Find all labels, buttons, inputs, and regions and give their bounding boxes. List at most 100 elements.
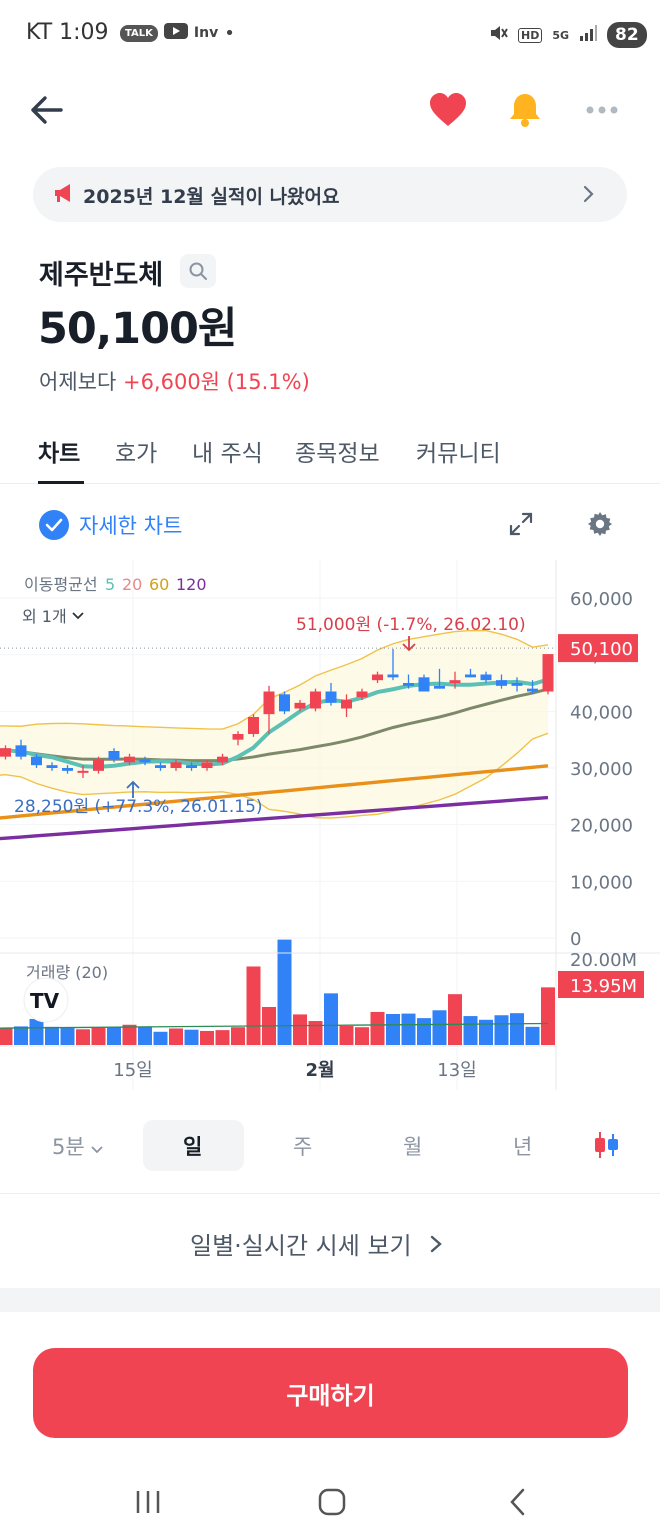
candle-body: [232, 734, 244, 740]
network-icon: 5G: [552, 28, 570, 42]
back-chevron-icon: [510, 1488, 525, 1516]
recent-apps-button[interactable]: [128, 1482, 168, 1522]
inv-icon: Inv: [193, 25, 219, 41]
y-tick-label: 0: [570, 929, 581, 950]
heart-icon: [430, 93, 466, 126]
volume-bar: [215, 1030, 230, 1045]
tradingview-logo: TV: [30, 989, 60, 1013]
candle-body: [124, 756, 135, 763]
period-selector: 5분 일 주 월 년: [0, 1118, 660, 1174]
candle-body: [542, 654, 554, 692]
detailed-chart-label[interactable]: 자세한 차트: [79, 514, 183, 538]
chevron-right-icon: [431, 1235, 443, 1253]
candle-body: [0, 748, 11, 757]
candle-type-button[interactable]: [592, 1130, 620, 1164]
chart-settings-button[interactable]: [587, 511, 613, 541]
more-button[interactable]: [580, 88, 624, 132]
volume-bar: [45, 1026, 59, 1045]
tradingview-logo-bg: [23, 977, 69, 1023]
candle-body: [217, 756, 228, 763]
period-week[interactable]: 주: [293, 1135, 313, 1159]
expand-chart-button[interactable]: [508, 511, 534, 541]
volume-bar: [370, 1011, 385, 1045]
bell-icon: [510, 94, 540, 127]
volume-bar: [29, 1018, 44, 1045]
tab-community[interactable]: 커뮤니티: [416, 441, 501, 467]
volume-bar: [107, 1026, 121, 1045]
search-icon: [189, 262, 207, 280]
volume-bar: [308, 1021, 323, 1045]
candle-body: [93, 759, 104, 771]
candle-body: [31, 756, 42, 766]
daily-price-link[interactable]: 일별·실시간 시세 보기: [190, 1226, 443, 1261]
down-arrow-icon: [402, 636, 416, 652]
talk-icon: TALK: [120, 24, 158, 42]
y-tick-label: 40,000: [570, 702, 633, 723]
period-day[interactable]: 일: [183, 1135, 203, 1159]
volume-bar: [138, 1026, 152, 1045]
candles: [0, 649, 554, 778]
candle-body: [139, 759, 151, 763]
tab-stock-info[interactable]: 종목정보: [295, 441, 380, 467]
candle-body: [511, 683, 523, 686]
candle-body: [325, 691, 337, 703]
x-tick-label: 15일: [113, 1060, 152, 1081]
volume-bar: [401, 1013, 416, 1045]
volume-bar: [14, 1026, 28, 1045]
candle-type-icon: [595, 1132, 618, 1158]
period-5min[interactable]: 5분: [52, 1131, 103, 1161]
volume-bar: [432, 1010, 447, 1045]
battery-icon: 82: [607, 22, 647, 48]
more-dots-icon: [586, 106, 618, 114]
candle-body: [248, 717, 259, 734]
candle-body: [108, 751, 120, 760]
back-button[interactable]: [24, 88, 68, 132]
earnings-notice-banner[interactable]: 2025년 12월 실적이 나왔어요: [33, 167, 627, 222]
chart-labels: 50,100 13.95M 거래량 (20) TV 이동평균선 5 20 60 120 외 1개 5…: [0, 575, 644, 1023]
period-year[interactable]: 년: [513, 1135, 533, 1159]
volume-bar: [76, 1029, 90, 1045]
y-tick-label: 10,000: [570, 872, 633, 893]
x-tick-label: 13일: [437, 1060, 476, 1081]
tab-my-stock[interactable]: 내 주식: [192, 441, 263, 467]
candle-body: [62, 768, 73, 771]
period-month[interactable]: 월: [403, 1135, 423, 1159]
buy-button[interactable]: 구매하기: [33, 1348, 628, 1438]
home-button[interactable]: [312, 1482, 352, 1522]
volume-bar: [91, 1027, 106, 1045]
ma-legend-5: 5: [105, 575, 115, 594]
volume-tag: 13.95M: [570, 976, 637, 997]
system-back-button[interactable]: [498, 1482, 538, 1522]
ma20-line: [0, 687, 549, 763]
volume-bar: [293, 1014, 307, 1045]
candle-body: [263, 691, 275, 715]
bollinger-band: [0, 629, 549, 819]
candle-body: [387, 674, 399, 678]
volume-bar: [339, 1025, 354, 1045]
tab-chart[interactable]: 차트: [38, 441, 81, 467]
favorite-button[interactable]: [426, 88, 470, 132]
arrow-left-icon: [31, 96, 63, 124]
volume-bar: [417, 1018, 431, 1045]
chevron-down-icon: [72, 612, 84, 620]
candle-body: [46, 765, 58, 768]
candle-body: [418, 677, 430, 692]
divider: [0, 1193, 660, 1194]
volume-bar: [463, 1016, 478, 1045]
current-price-tag: 50,100: [570, 639, 633, 660]
candlestick-chart[interactable]: 60,00050,00040,00030,00020,00010,000020.…: [0, 560, 660, 1100]
stock-search-button[interactable]: [180, 254, 216, 288]
bollinger-lower-line: [0, 732, 549, 819]
candle-body: [372, 674, 383, 681]
y-tick-label: 20,000: [570, 816, 633, 837]
status-bar: KT 1:09 TALK Inv • HD 5G 82: [0, 0, 660, 72]
period-active-background: [143, 1120, 244, 1171]
candle-body: [403, 683, 414, 686]
volume-bar: [200, 1030, 214, 1045]
volume-bars: [0, 939, 555, 1045]
alert-button[interactable]: [503, 88, 547, 132]
tab-orderbook[interactable]: 호가: [115, 441, 158, 467]
detailed-chart-checkbox[interactable]: [39, 510, 69, 540]
stock-name: 제주반도체: [39, 260, 164, 291]
volume-bar: [510, 1013, 524, 1045]
